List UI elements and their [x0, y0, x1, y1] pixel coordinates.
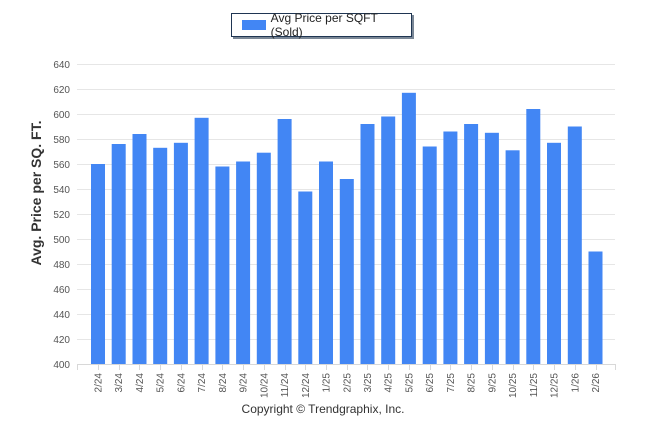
bar-1/25[interactable] [319, 161, 333, 365]
bar-6/24[interactable] [173, 142, 188, 365]
y-tick-label: 580 [53, 135, 70, 146]
bar-3/24[interactable] [111, 144, 126, 364]
bar-3/25[interactable] [360, 124, 375, 364]
y-tick-label: 640 [53, 60, 70, 71]
bar-4/25[interactable] [381, 116, 396, 365]
y-tick-label: 480 [53, 260, 70, 271]
bar-7/25[interactable] [443, 131, 458, 365]
legend-label: Avg Price per SQFT (Sold) [270, 11, 378, 39]
y-tick-label: 400 [53, 360, 70, 371]
x-tick-label: 5/24 [156, 373, 167, 393]
y-tick-label: 600 [53, 110, 70, 121]
x-tick-label: 9/24 [239, 373, 250, 393]
y-tick-label: 620 [53, 85, 70, 96]
x-tick-label: 7/24 [197, 373, 208, 393]
x-tick-label: 5/25 [404, 373, 415, 393]
x-tick-label: 4/24 [135, 373, 146, 393]
x-tick-label: 10/25 [508, 373, 519, 398]
x-tick-label: 3/25 [363, 373, 374, 393]
legend[interactable]: Avg Price per SQFT (Sold) [231, 11, 412, 39]
x-tick-label: 6/25 [425, 373, 436, 393]
bar-6/25[interactable] [422, 146, 437, 365]
x-tick-label: 3/24 [114, 373, 125, 393]
y-tick-label: 560 [53, 160, 70, 171]
bar-5/24[interactable] [153, 147, 168, 365]
bar-10/24[interactable] [256, 152, 271, 364]
x-tick-label: 4/25 [384, 373, 395, 393]
x-tick-label: 6/24 [176, 373, 187, 393]
bar-7/24[interactable] [194, 117, 209, 365]
y-tick-label: 440 [53, 310, 70, 321]
bar-2/24[interactable] [91, 164, 105, 364]
x-tick-label: 1/26 [570, 373, 581, 393]
x-axis-ticks: 2/24 3/24 4/24 5/24 6/24 7/24 8/24 9/24 10/24 11/… [77, 364, 616, 398]
bar-12/24[interactable] [298, 191, 313, 365]
y-tick-label: 420 [53, 335, 70, 346]
bar-2/25[interactable] [339, 179, 354, 364]
x-tick-label: 8/24 [218, 373, 229, 393]
y-tick-label: 500 [53, 235, 70, 246]
bar-9/25[interactable] [484, 132, 499, 365]
bar-12/25[interactable] [547, 142, 561, 365]
copyright-text: Copyright © Trendgraphix, Inc. [241, 402, 405, 416]
bar-2/26[interactable] [588, 251, 603, 365]
y-tick-label: 460 [53, 285, 70, 296]
x-tick-label: 7/25 [446, 373, 457, 393]
bar-9/24[interactable] [236, 161, 251, 365]
x-tick-label: 11/25 [529, 373, 540, 398]
x-tick-label: 10/24 [259, 373, 270, 398]
bar-1/26[interactable] [567, 126, 582, 365]
x-tick-label: 2/24 [94, 373, 105, 393]
bar-11/24[interactable] [277, 119, 292, 364]
x-tick-label: 9/25 [487, 373, 498, 393]
x-tick-label: 8/25 [467, 373, 478, 393]
bar-11/25[interactable] [526, 109, 541, 364]
x-tick-label: 11/24 [280, 373, 291, 398]
bar-10/25[interactable] [505, 150, 520, 365]
x-tick-label: 12/24 [301, 373, 312, 398]
bar-4/24[interactable] [132, 134, 147, 364]
y-axis-label: Avg. Price per SQ. FT. [28, 120, 44, 266]
bar-8/25[interactable] [464, 124, 479, 364]
bars [91, 92, 603, 365]
y-tick-label: 540 [53, 185, 70, 196]
x-tick-label: 2/26 [591, 373, 602, 393]
x-tick-label: 2/25 [342, 373, 353, 393]
bar-5/25[interactable] [401, 92, 416, 365]
y-tick-label: 520 [53, 210, 70, 221]
legend-swatch [242, 20, 266, 30]
x-tick-label: 12/25 [550, 373, 561, 398]
y-axis-ticks: 400 420 440 460 480 500 520 540 560 580 600 620 640 [53, 60, 70, 371]
x-tick-label: 1/25 [322, 373, 333, 393]
bar-8/24[interactable] [215, 166, 230, 365]
